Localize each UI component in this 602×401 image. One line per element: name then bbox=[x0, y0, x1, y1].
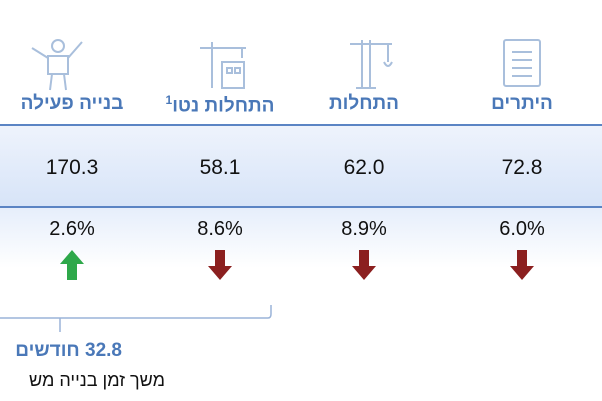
title-text: התחלות bbox=[328, 93, 400, 114]
duration-label: משך זמן בנייה מש bbox=[29, 370, 165, 390]
bracket bbox=[0, 305, 272, 332]
change: 2.6% bbox=[49, 218, 95, 240]
arrow-shape bbox=[208, 250, 232, 280]
footnote-mark: 1 bbox=[165, 93, 173, 107]
title-text: בנייה פעילה bbox=[20, 93, 124, 114]
change: 8.6% bbox=[197, 218, 243, 240]
column-title: בנייה פעילה bbox=[21, 93, 124, 115]
change: 6.0% bbox=[499, 218, 545, 240]
value: 58.1 bbox=[199, 156, 241, 179]
column-title: היתרים bbox=[491, 93, 553, 115]
trend-arrow bbox=[352, 250, 376, 280]
column-title: התחלות bbox=[329, 93, 399, 115]
arrow-shape bbox=[352, 250, 376, 280]
change: 8.9% bbox=[341, 218, 387, 240]
arrow-shape bbox=[510, 250, 534, 280]
value: 62.0 bbox=[343, 156, 385, 179]
lower-band bbox=[0, 208, 602, 268]
icon-crane-building bbox=[200, 42, 246, 89]
value: 72.8 bbox=[501, 156, 543, 179]
duration-value: 32.8 חודשים bbox=[15, 340, 122, 361]
icon-worker bbox=[31, 39, 83, 91]
icon-crane bbox=[350, 40, 393, 89]
value: 170.3 bbox=[45, 156, 99, 179]
icon-permits bbox=[503, 39, 541, 87]
trend-arrow bbox=[60, 250, 84, 280]
title-text: התחלות נטו bbox=[172, 95, 275, 117]
trend-arrow bbox=[510, 250, 534, 280]
arrow-shape bbox=[60, 250, 84, 280]
trend-arrow bbox=[208, 250, 232, 280]
title-text: היתרים bbox=[491, 93, 553, 114]
value-band bbox=[0, 124, 602, 208]
column-title: התחלות נטו1 bbox=[166, 93, 275, 117]
